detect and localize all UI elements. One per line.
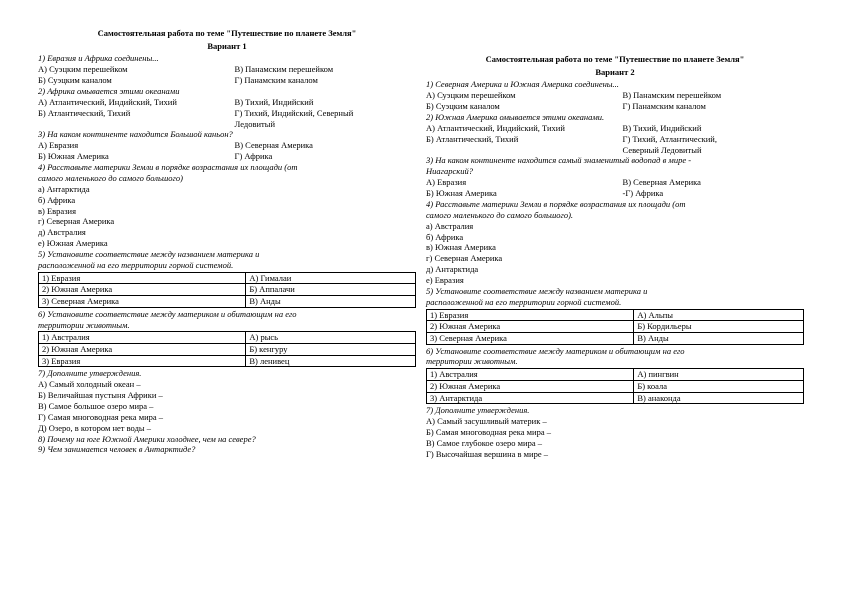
v2-q3-a: А) Евразия xyxy=(426,177,623,188)
v2-q1-b: В) Панамским перешейком xyxy=(623,90,804,101)
table-row: 1) АвстралияА) пингвин xyxy=(427,369,804,381)
v2-q2-c: Б) Атлантический, Тихий xyxy=(426,134,623,145)
v1-q2-a: А) Атлантический, Индийский, Тихий xyxy=(38,97,235,108)
v2-q4-2: б) Африка xyxy=(426,232,804,243)
v1-q7-4: Г) Самая многоводная река мира – xyxy=(38,412,416,423)
v2-q3-line2: Ниагарский? xyxy=(426,166,804,177)
variant-1: Самостоятельная работа по теме "Путешест… xyxy=(38,28,416,460)
v1-q4-6: е) Южная Америка xyxy=(38,238,416,249)
v1-q4-2: б) Африка xyxy=(38,195,416,206)
table-row: 1) АвстралияА) рысь xyxy=(39,332,416,344)
v1-q4-1: а) Антарктида xyxy=(38,184,416,195)
v2-q7: 7) Дополните утверждения. xyxy=(426,405,804,416)
v2-q2-a: А) Атлантический, Индийский, Тихий xyxy=(426,123,623,134)
v2-q2-e: Северный Ледовитый xyxy=(623,145,804,156)
v1-q2-c: Б) Атлантический, Тихий xyxy=(38,108,235,119)
v1-q7: 7) Дополните утверждения. xyxy=(38,368,416,379)
v1-q7-3: В) Самое большое озеро мира – xyxy=(38,401,416,412)
table-row: 2) Южная АмерикаБ) Аппалачи xyxy=(39,284,416,296)
v1-title-line1: Самостоятельная работа по теме "Путешест… xyxy=(38,28,416,39)
v1-table-q6: 1) АвстралияА) рысь 2) Южная АмерикаБ) к… xyxy=(38,331,416,367)
v2-title-line1: Самостоятельная работа по теме "Путешест… xyxy=(426,54,804,65)
v1-q8: 8) Почему на юге Южной Америки холоднее,… xyxy=(38,434,416,445)
v1-table-q5: 1) ЕвразияА) Гималаи 2) Южная АмерикаБ) … xyxy=(38,272,416,308)
table-row: 3) ЕвразияВ) ленивец xyxy=(39,355,416,367)
v1-q4-5: д) Австралия xyxy=(38,227,416,238)
table-row: 2) Южная АмерикаБ) Кордильеры xyxy=(427,321,804,333)
v1-q5-line2: расположенной на его территории горной с… xyxy=(38,260,416,271)
v2-q1-a: А) Суэцким перешейком xyxy=(426,90,623,101)
v1-q4-line2: самого маленького до самого большого) xyxy=(38,173,416,184)
v1-q2: 2) Африка омывается этими океанами xyxy=(38,86,416,97)
v1-q9: 9) Чем занимается человек в Антарктиде? xyxy=(38,444,416,455)
table-row: 3) Северная АмерикаВ) Анды xyxy=(39,296,416,308)
v2-q4-line1: 4) Расставьте материки Земли в порядке в… xyxy=(426,199,804,210)
v2-q4-5: д) Антарктида xyxy=(426,264,804,275)
v1-q4-3: в) Евразия xyxy=(38,206,416,217)
v1-q3-d: Г) Африка xyxy=(235,151,416,162)
v1-q7-1: А) Самый холодный океан – xyxy=(38,379,416,390)
v2-q6-line2: территории животным. xyxy=(426,356,804,367)
v1-q6-line2: территории животным. xyxy=(38,320,416,331)
v1-q4-4: г) Северная Америка xyxy=(38,216,416,227)
v1-q3-c: Б) Южная Америка xyxy=(38,151,235,162)
v2-q7-1: А) Самый засушливый материк – xyxy=(426,416,804,427)
v2-q1-c: Б) Суэцким каналом xyxy=(426,101,623,112)
v2-q2: 2) Южная Америка омывается этими океанам… xyxy=(426,112,804,123)
v1-q6-line1: 6) Установите соответствие между материк… xyxy=(38,309,416,320)
v2-q5-line1: 5) Установите соответствие между названи… xyxy=(426,286,804,297)
v2-q7-2: Б) Самая многоводная река мира – xyxy=(426,427,804,438)
v1-q1-b: В) Панамским перешейком xyxy=(235,64,416,75)
v2-q4-6: е) Евразия xyxy=(426,275,804,286)
v2-q4-line2: самого маленького до самого большого). xyxy=(426,210,804,221)
v2-q7-3: В) Самое глубокое озеро мира – xyxy=(426,438,804,449)
v2-q3-d: -Г) Африка xyxy=(623,188,804,199)
v2-q1: 1) Северная Америка и Южная Америка соед… xyxy=(426,79,804,90)
table-row: 3) Северная АмерикаВ) Анды xyxy=(427,332,804,344)
v2-table-q5: 1) ЕвразияА) Альпы 2) Южная АмерикаБ) Ко… xyxy=(426,309,804,345)
v1-q1-c: Б) Суэцким каналом xyxy=(38,75,235,86)
v1-q1-a: А) Суэцким перешейком xyxy=(38,64,235,75)
v1-q3-a: А) Евразия xyxy=(38,140,235,151)
variant-2: Самостоятельная работа по теме "Путешест… xyxy=(426,28,804,460)
table-row: 1) ЕвразияА) Альпы xyxy=(427,309,804,321)
v1-q5-line1: 5) Установите соответствие между названи… xyxy=(38,249,416,260)
v1-q3: 3) На каком континенте находится Большой… xyxy=(38,129,416,140)
table-row: 2) Южная АмерикаБ) коала xyxy=(427,380,804,392)
v2-q4-3: в) Южная Америка xyxy=(426,242,804,253)
v1-q7-5: Д) Озеро, в котором нет воды – xyxy=(38,423,416,434)
v2-q4-1: а) Австралия xyxy=(426,221,804,232)
v2-q6-line1: 6) Установите соответствие между материк… xyxy=(426,346,804,357)
v1-q7-2: Б) Величайшая пустыня Африки – xyxy=(38,390,416,401)
v1-q2-b: В) Тихий, Индийский xyxy=(235,97,416,108)
v1-q2-d: Г) Тихий, Индийский, Северный xyxy=(235,108,416,119)
v2-q3-line1: 3) На каком континенте находится самый з… xyxy=(426,155,804,166)
v1-q1: 1) Евразия и Африка соединены... xyxy=(38,53,416,64)
v2-table-q6: 1) АвстралияА) пингвин 2) Южная АмерикаБ… xyxy=(426,368,804,404)
worksheet: Самостоятельная работа по теме "Путешест… xyxy=(0,0,842,470)
v2-q2-d: Г) Тихий, Атлантический, xyxy=(623,134,804,145)
v1-q1-d: Г) Панамским каналом xyxy=(235,75,416,86)
table-row: 2) Южная АмерикаБ) кенгуру xyxy=(39,344,416,356)
v2-q4-4: г) Северная Америка xyxy=(426,253,804,264)
table-row: 3) АнтарктидаВ) анаконда xyxy=(427,392,804,404)
v1-q3-b: В) Северная Америка xyxy=(235,140,416,151)
v1-title-line2: Вариант 1 xyxy=(38,41,416,52)
v2-q1-d: Г) Панамским каналом xyxy=(623,101,804,112)
table-row: 1) ЕвразияА) Гималаи xyxy=(39,272,416,284)
v2-q5-line2: расположенной на его территории горной с… xyxy=(426,297,804,308)
v2-q3-c: Б) Южная Америка xyxy=(426,188,623,199)
v2-title-line2: Вариант 2 xyxy=(426,67,804,78)
v2-q3-b: В) Северная Америка xyxy=(623,177,804,188)
v1-q2-e: Ледовитый xyxy=(235,119,416,130)
v2-q7-4: Г) Высочайшая вершина в мире – xyxy=(426,449,804,460)
v2-q2-b: В) Тихий, Индийский xyxy=(623,123,804,134)
v1-q4-line1: 4) Расставьте материки Земли в порядке в… xyxy=(38,162,416,173)
